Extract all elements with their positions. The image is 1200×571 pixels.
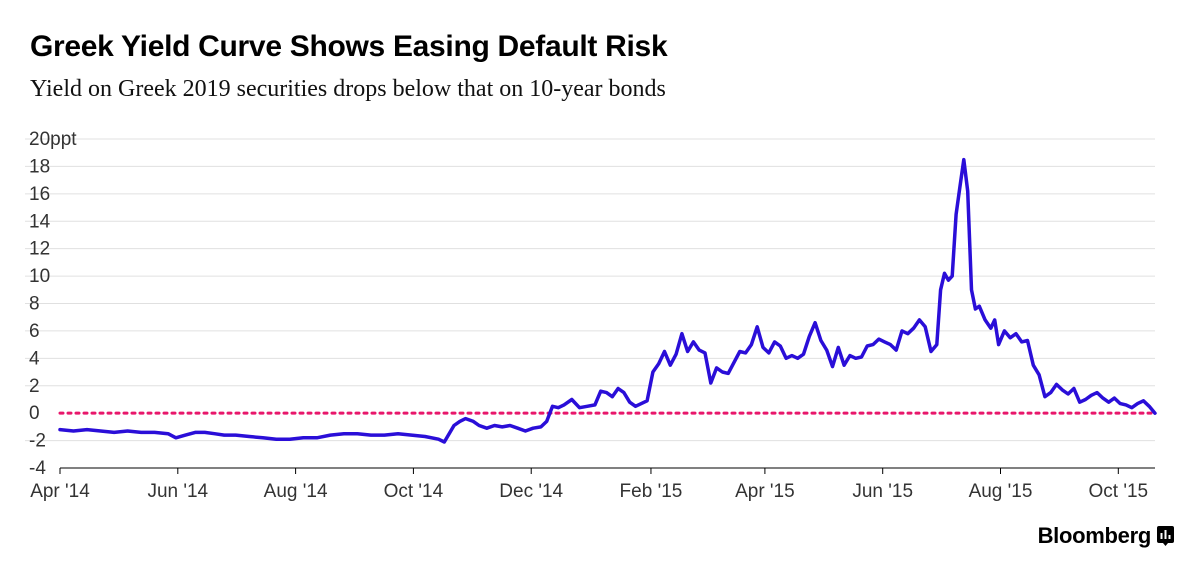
tick-labels: -4 -2 0 2 4 6 8 10 12 14 16 18 20ppt Apr '14 Jun '14 Au…	[29, 129, 1148, 502]
bloomberg-logo-text: Bloomberg	[1037, 523, 1152, 548]
bloomberg-logo-icon	[1157, 526, 1174, 546]
x-tick-label: Apr '15	[735, 481, 795, 502]
x-tick-label: Aug '14	[264, 481, 328, 502]
y-tick-label: -4	[29, 458, 46, 479]
y-tick-label: 18	[29, 156, 50, 177]
series-line	[58, 157, 1157, 444]
y-tick-label: 8	[29, 294, 40, 315]
y-tick-label: 12	[29, 239, 50, 260]
y-tick-label: 16	[29, 184, 50, 205]
footer: Bloomberg	[1038, 523, 1174, 549]
y-tick-label: 4	[29, 348, 40, 369]
series-layer	[58, 157, 1157, 444]
chart-subtitle: Yield on Greek 2019 securities drops bel…	[30, 76, 666, 102]
gridlines	[25, 138, 1155, 442]
axes	[59, 467, 1155, 474]
chart-title: Greek Yield Curve Shows Easing Default R…	[30, 30, 668, 63]
y-tick-label: 0	[29, 403, 40, 424]
y-tick-label: 14	[29, 211, 51, 232]
x-tick-label: Jun '14	[147, 481, 208, 502]
x-tick-label: Oct '14	[384, 481, 444, 502]
y-tick-label: 10	[29, 266, 50, 287]
y-tick-label: 6	[29, 321, 40, 342]
x-tick-label: Oct '15	[1089, 481, 1149, 502]
y-tick-label: 20ppt	[29, 129, 77, 150]
x-tick-label: Apr '14	[30, 481, 90, 502]
y-tick-label: 2	[29, 376, 40, 397]
x-tick-label: Feb '15	[620, 481, 683, 502]
y-tick-label: -2	[29, 431, 46, 452]
x-tick-label: Jun '15	[852, 481, 913, 502]
x-tick-label: Dec '14	[499, 481, 563, 502]
x-tick-label: Aug '15	[969, 481, 1033, 502]
